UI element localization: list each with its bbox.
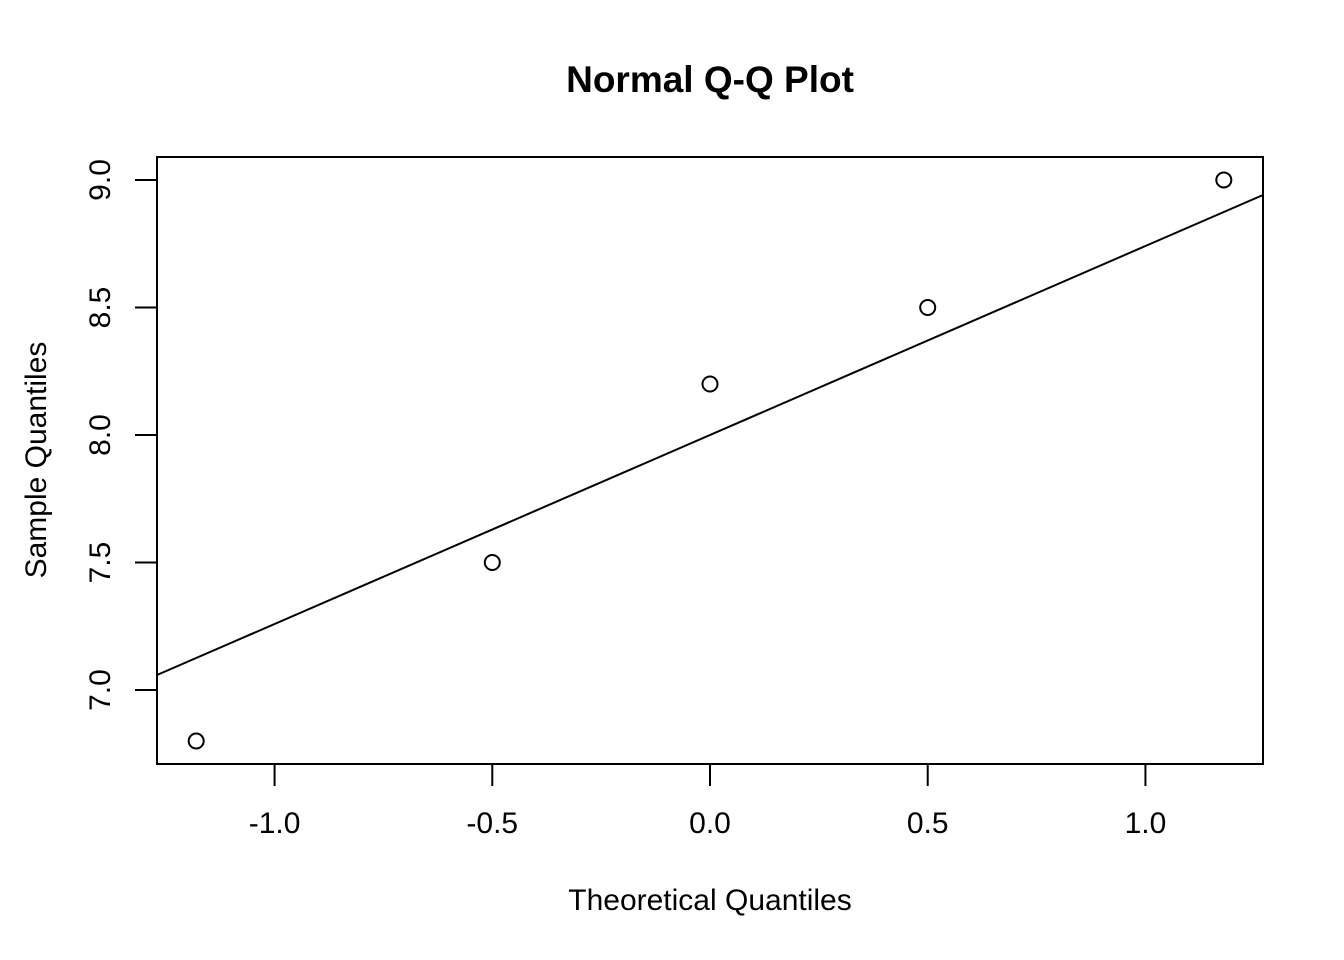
- qq-reference-line: [156, 194, 1264, 676]
- x-axis-label: Theoretical Quantiles: [568, 884, 851, 917]
- y-tick-label: 7.0: [84, 669, 117, 711]
- y-tick-label: 8.0: [84, 414, 117, 456]
- plot-frame: [156, 156, 1264, 765]
- y-axis: 7.0 7.5 8.0 8.5 9.0: [84, 159, 158, 711]
- data-point: [701, 375, 719, 393]
- y-axis-label: Sample Quantiles: [20, 342, 53, 579]
- y-tick-label: 7.5: [84, 542, 117, 584]
- data-point: [919, 298, 937, 316]
- points-layer: [187, 171, 1233, 750]
- chart-title: Normal Q-Q Plot: [566, 59, 854, 100]
- data-point: [1215, 171, 1233, 189]
- x-tick-label: -1.0: [249, 807, 301, 840]
- x-tick-label: 1.0: [1125, 807, 1167, 840]
- reference-line-layer: [156, 194, 1264, 676]
- x-tick-label: 0.5: [907, 807, 949, 840]
- x-axis: -1.0 -0.5 0.0 0.5 1.0: [249, 763, 1167, 840]
- x-tick-label: 0.0: [689, 807, 731, 840]
- data-point: [187, 732, 205, 750]
- data-point: [483, 554, 501, 572]
- y-tick-label: 8.5: [84, 287, 117, 329]
- x-tick-label: -0.5: [466, 807, 518, 840]
- y-tick-label: 9.0: [84, 159, 117, 201]
